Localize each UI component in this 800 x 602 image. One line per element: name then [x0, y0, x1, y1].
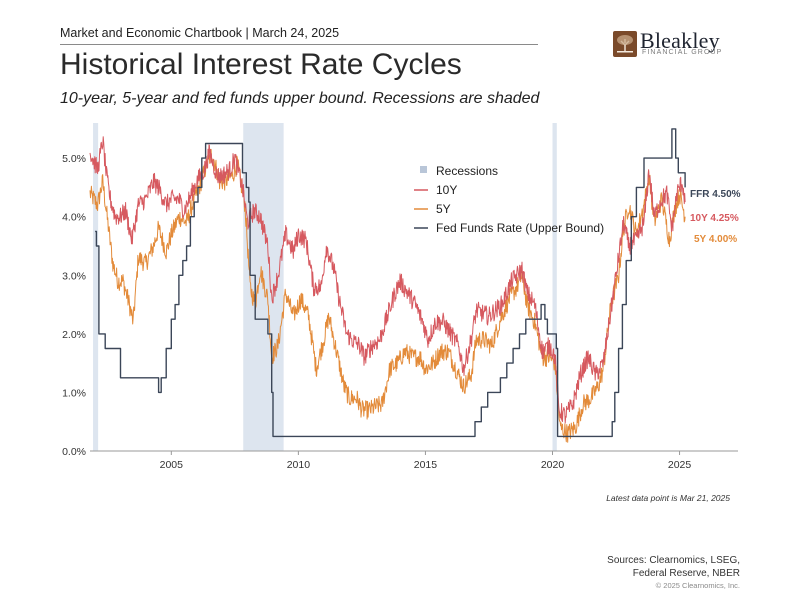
legend-label-10y: 10Y	[436, 183, 457, 197]
sources-line-2: Federal Reserve, NBER	[632, 568, 740, 579]
x-tick-labels: 2005 2010 2015 2020 2025	[160, 451, 692, 471]
x-tick-label: 2015	[414, 459, 438, 471]
series-10y-line	[89, 136, 686, 424]
chart-legend: Recessions 10Y 5Y Fed Funds Rate (Upper …	[414, 164, 604, 235]
chartbook-header: Market and Economic Chartbook | March 24…	[60, 26, 340, 40]
sources-line-1: Sources: Clearnomics, LSEG,	[607, 555, 740, 566]
y-tick-label: 0.0%	[62, 446, 86, 458]
end-labels: FFR 4.50% 10Y 4.25% 5Y 4.00%	[690, 189, 741, 245]
y-tick-label: 1.0%	[62, 387, 86, 399]
end-label-10y: 10Y 4.25%	[690, 213, 739, 224]
series-lines	[89, 128, 686, 443]
tree-logo-icon	[613, 31, 637, 57]
series-5y-line	[89, 148, 686, 443]
header-rule	[60, 44, 538, 45]
y-tick-label: 5.0%	[62, 153, 86, 165]
legend-label-ffr: Fed Funds Rate (Upper Bound)	[436, 221, 604, 235]
chart-title: Historical Interest Rate Cycles	[60, 48, 462, 81]
legend-label-5y: 5Y	[436, 202, 451, 216]
x-tick-label: 2025	[668, 459, 692, 471]
end-label-ffr: FFR 4.50%	[690, 189, 741, 200]
sources: Sources: Clearnomics, LSEG, Federal Rese…	[607, 554, 740, 580]
y-tick-label: 2.0%	[62, 329, 86, 341]
chart-subtitle: 10-year, 5-year and fed funds upper boun…	[60, 90, 540, 107]
brand-logo: Bleakley FINANCIAL GROUP	[613, 28, 733, 61]
latest-data-note: Latest data point is Mar 21, 2025	[606, 493, 730, 503]
end-label-5y: 5Y 4.00%	[694, 234, 737, 245]
x-tick-label: 2005	[160, 459, 184, 471]
legend-label-recessions: Recessions	[436, 164, 498, 178]
legend-swatch-recessions	[420, 166, 427, 173]
y-tick-labels: 0.0% 1.0% 2.0% 3.0% 4.0% 5.0%	[62, 153, 86, 458]
x-tick-label: 2020	[541, 459, 565, 471]
y-tick-label: 3.0%	[62, 270, 86, 282]
x-tick-label: 2010	[287, 459, 311, 471]
recession-band-0	[93, 123, 99, 451]
y-tick-label: 4.0%	[62, 212, 86, 224]
recession-band-2	[552, 123, 557, 451]
copyright: © 2025 Clearnomics, Inc.	[655, 581, 740, 590]
brand-subtitle: FINANCIAL GROUP	[642, 49, 723, 56]
series-fed-funds-line	[95, 128, 686, 438]
brand-name: Bleakley	[640, 28, 720, 53]
